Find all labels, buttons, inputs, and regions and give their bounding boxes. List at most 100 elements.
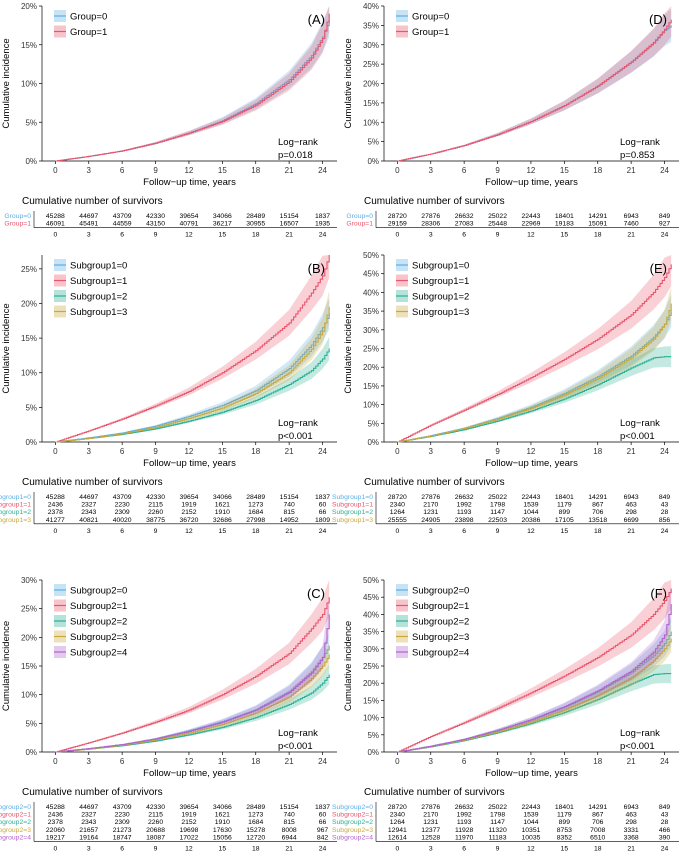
x-tick-label: 3	[87, 447, 92, 456]
risk-cell: 22060	[46, 827, 65, 834]
ci-band-subgroup2-0	[55, 633, 330, 752]
ci-band-group-0	[55, 6, 330, 161]
x-tick-label: 24	[318, 757, 327, 766]
risk-table-title: Cumulative number of survivors	[364, 196, 505, 207]
series-line-subgroup2-4	[55, 614, 330, 753]
risk-cell: 1798	[490, 502, 505, 509]
y-tick-label: 0%	[25, 157, 37, 166]
y-tick-label: 35%	[363, 21, 379, 30]
risk-row-label-subgroup1-3: Subgroup1=3	[332, 517, 373, 524]
y-tick-label: 0%	[367, 157, 379, 166]
panel-label: (A)	[308, 12, 325, 27]
p-value: p<0.001	[620, 741, 655, 752]
x-tick-label: 24	[318, 447, 327, 456]
risk-cell: 43709	[113, 494, 132, 501]
risk-cell: 1179	[557, 502, 572, 509]
risk-cell: 1264	[390, 819, 405, 826]
y-tick-label: 5%	[367, 419, 379, 428]
risk-cell: 815	[283, 819, 295, 826]
risk-cell: 2152	[181, 819, 196, 826]
x-tick-label: 15	[218, 757, 227, 766]
risk-cell: 7460	[624, 221, 639, 228]
x-tick-label: 21	[285, 166, 294, 175]
risk-cell: 1231	[423, 819, 438, 826]
x-tick-label: 6	[462, 757, 467, 766]
risk-cell: 26632	[455, 494, 474, 501]
risk-time-label: 9	[496, 845, 500, 852]
risk-cell: 36217	[213, 221, 232, 228]
risk-time-label: 24	[319, 845, 327, 852]
x-tick-label: 12	[184, 166, 193, 175]
risk-row-label-subgroup1-0: Subgroup1=0	[0, 494, 31, 501]
ci-band-subgroup2-1	[55, 580, 330, 752]
risk-row-label-subgroup2-0: Subgroup2=0	[332, 804, 373, 811]
risk-time-label: 9	[496, 232, 500, 239]
x-tick-label: 24	[660, 447, 669, 456]
risk-cell: 28306	[421, 221, 440, 228]
risk-cell: 815	[283, 509, 295, 516]
risk-cell: 2309	[115, 819, 130, 826]
risk-cell: 1910	[215, 819, 230, 826]
y-axis-title: Cumulative incidence	[1, 621, 12, 711]
x-axis-title: Follow−up time, years	[143, 177, 236, 188]
x-tick-label: 15	[560, 757, 569, 766]
risk-cell: 25022	[488, 804, 507, 811]
risk-cell: 19217	[46, 834, 65, 841]
risk-cell: 43709	[113, 213, 132, 220]
y-tick-label: 30%	[363, 41, 379, 50]
risk-cell: 1992	[457, 502, 472, 509]
risk-cell: 16507	[280, 221, 299, 228]
x-tick-label: 0	[53, 447, 58, 456]
p-value: p<0.001	[278, 741, 313, 752]
y-tick-label: 20%	[21, 633, 37, 642]
risk-cell: 11970	[455, 834, 474, 841]
risk-cell: 39654	[179, 213, 198, 220]
risk-cell: 1147	[490, 819, 505, 826]
risk-cell: 11320	[488, 827, 507, 834]
x-tick-label: 9	[153, 757, 158, 766]
y-tick-label: 45%	[363, 593, 379, 602]
x-tick-label: 9	[153, 447, 158, 456]
risk-table: Cumulative number of survivors Group=0 287…	[346, 196, 679, 239]
y-tick-label: 10%	[21, 691, 37, 700]
risk-cell: 40020	[113, 517, 132, 524]
y-tick-label: 15%	[21, 662, 37, 671]
risk-time-label: 9	[154, 845, 158, 852]
y-tick-label: 10%	[363, 118, 379, 127]
risk-cell: 14291	[588, 213, 607, 220]
risk-row-label-subgroup2-0: Subgroup2=0	[0, 804, 31, 811]
risk-cell: 849	[659, 804, 671, 811]
risk-cell: 2309	[115, 509, 130, 516]
risk-time-label: 3	[87, 232, 91, 239]
risk-cell: 18401	[555, 213, 574, 220]
risk-cell: 18747	[113, 834, 132, 841]
series-line-subgroup1-3	[397, 303, 672, 443]
series-line-subgroup2-4	[397, 604, 672, 753]
series-line-group-1	[55, 13, 330, 162]
ci-band-subgroup2-2	[397, 664, 672, 752]
risk-cell: 12941	[388, 827, 407, 834]
x-tick-label: 18	[593, 166, 602, 175]
risk-cell: 2230	[115, 502, 130, 509]
x-tick-label: 24	[660, 757, 669, 766]
series-line-subgroup2-1	[397, 588, 672, 753]
series-line-subgroup2-1	[55, 597, 330, 753]
risk-cell: 298	[625, 819, 637, 826]
risk-cell: 1273	[248, 812, 263, 819]
series-line-subgroup1-2	[397, 356, 672, 443]
risk-cell: 25022	[488, 494, 507, 501]
risk-cell: 60	[319, 812, 327, 819]
risk-cell: 42330	[146, 213, 165, 220]
risk-time-label: 12	[527, 528, 535, 535]
risk-cell: 1684	[248, 819, 263, 826]
y-axis-title: Cumulative incidence	[343, 38, 354, 128]
x-tick-label: 3	[429, 166, 434, 175]
risk-time-label: 21	[285, 528, 293, 535]
risk-cell: 28489	[246, 494, 265, 501]
x-tick-label: 9	[153, 166, 158, 175]
panel-label: (B)	[308, 261, 325, 276]
y-tick-label: 20%	[363, 363, 379, 372]
y-tick-label: 20%	[363, 80, 379, 89]
risk-cell: 14291	[588, 494, 607, 501]
risk-cell: 26632	[455, 804, 474, 811]
